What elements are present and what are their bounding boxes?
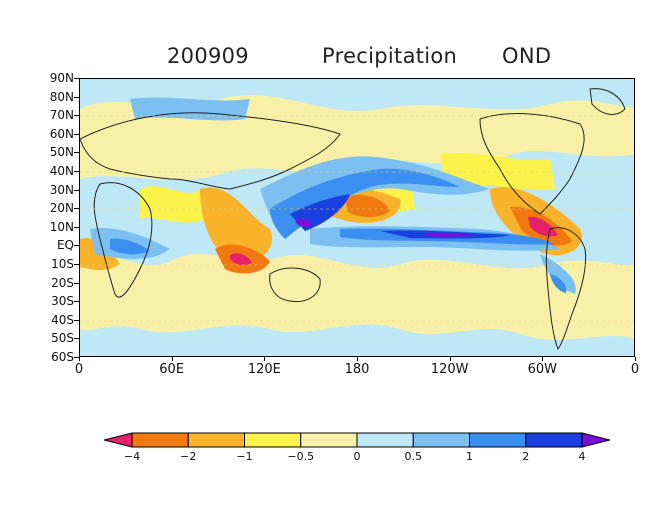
region-neg-orange bbox=[200, 187, 272, 263]
lat-tick-label: 90N bbox=[49, 71, 74, 85]
title-variable: Precipitation bbox=[322, 44, 458, 68]
negative-anomaly-regions bbox=[80, 95, 634, 340]
colorbar-segment bbox=[469, 432, 527, 448]
lat-tick-mark bbox=[74, 133, 79, 135]
lat-tick-label: 50N bbox=[49, 145, 74, 160]
region-pos-max bbox=[425, 232, 480, 237]
australia-outline bbox=[269, 267, 321, 303]
lat-tick-label: 80N bbox=[49, 89, 74, 104]
colorbar-label: −0.5 bbox=[287, 450, 315, 463]
lat-tick-mark bbox=[74, 245, 79, 247]
colorbar-label: 1 bbox=[466, 450, 473, 463]
colorbar-label: 0 bbox=[353, 450, 361, 463]
colorbar-label: 2 bbox=[522, 450, 530, 463]
lon-tick-mark bbox=[171, 357, 173, 361]
lat-tick-label: 60S bbox=[51, 350, 74, 364]
colorbar-segment bbox=[300, 432, 358, 448]
lon-tick-label: 120E bbox=[247, 362, 281, 377]
lat-tick-label: 20N bbox=[49, 201, 74, 216]
region-neg-yellow bbox=[440, 152, 555, 191]
africa-outline bbox=[93, 182, 153, 298]
lat-tick-mark bbox=[74, 301, 79, 303]
colorbar-segment bbox=[525, 432, 583, 448]
lon-tick-label: 60W bbox=[527, 362, 558, 377]
colorbar-label: 4 bbox=[578, 450, 586, 463]
lat-tick-label: 50S bbox=[51, 331, 74, 346]
coastlines bbox=[80, 88, 626, 350]
lon-tick-mark bbox=[449, 357, 451, 361]
region-pos-light bbox=[260, 156, 490, 229]
lat-tick-mark bbox=[74, 189, 79, 191]
lon-tick-label: 180 bbox=[344, 362, 370, 377]
region-pos-medium bbox=[550, 274, 567, 293]
colorbar bbox=[104, 432, 610, 448]
lat-tick-mark bbox=[74, 171, 79, 172]
lon-tick-mark bbox=[357, 357, 358, 361]
lon-tick-label: 120W bbox=[430, 362, 469, 377]
precipitation-anomaly-map bbox=[79, 78, 635, 357]
colorbar-segment bbox=[104, 432, 133, 448]
colorbar-label: 0.5 bbox=[404, 450, 423, 463]
lat-tick-mark bbox=[74, 264, 79, 265]
lat-tick-mark bbox=[74, 96, 79, 98]
colorbar-label: −4 bbox=[123, 450, 141, 463]
colorbar-segment bbox=[356, 432, 414, 448]
title-season: OND bbox=[502, 44, 552, 68]
lon-tick-mark bbox=[264, 357, 266, 361]
lon-tick-label: 0 bbox=[630, 362, 640, 377]
lat-tick-label: 60N bbox=[49, 126, 74, 141]
lat-tick-label: 30N bbox=[49, 182, 74, 197]
lat-tick-mark bbox=[74, 226, 79, 228]
greenland-outline bbox=[589, 88, 626, 115]
south-america-outline bbox=[545, 227, 587, 350]
lat-tick-label: 40S bbox=[51, 312, 74, 327]
lat-tick-mark bbox=[74, 319, 79, 321]
colorbar-segment bbox=[244, 432, 302, 448]
region-pos-medium bbox=[270, 168, 460, 239]
title-date: 200909 bbox=[167, 44, 249, 68]
lon-tick-mark bbox=[635, 357, 636, 361]
colorbar-segment bbox=[412, 432, 470, 448]
lon-tick-label: 0 bbox=[74, 362, 84, 377]
lat-tick-label: 20S bbox=[51, 275, 74, 290]
latitude-guides bbox=[80, 115, 634, 322]
colorbar-segment bbox=[187, 432, 245, 448]
lat-tick-label: 70N bbox=[49, 108, 74, 123]
lon-tick-mark bbox=[542, 357, 544, 361]
region-pos-light bbox=[540, 254, 576, 294]
region-neg-max bbox=[230, 253, 252, 266]
region-pos-max bbox=[295, 218, 312, 228]
lon-tick-label: 60E bbox=[159, 362, 185, 377]
colorbar-segment bbox=[131, 432, 189, 448]
eurasia-outline bbox=[80, 112, 341, 190]
lat-tick-mark bbox=[74, 115, 79, 117]
lat-tick-label: 10N bbox=[49, 219, 74, 234]
lat-tick-label: 40N bbox=[49, 164, 74, 178]
region-neg-max bbox=[528, 216, 558, 237]
colorbar-label: −2 bbox=[180, 450, 197, 463]
lat-tick-mark bbox=[74, 282, 79, 284]
north-america-outline bbox=[479, 113, 585, 215]
lat-tick-label: 30S bbox=[51, 294, 74, 309]
region-neg-pale bbox=[200, 294, 320, 324]
colorbar-segment bbox=[581, 432, 610, 448]
lon-tick-mark bbox=[79, 357, 80, 361]
lat-tick-mark bbox=[74, 338, 79, 340]
lat-tick-mark bbox=[74, 208, 79, 210]
region-pos-medium bbox=[110, 238, 150, 255]
region-neg-yellow bbox=[140, 186, 205, 223]
colorbar-label: −1 bbox=[236, 450, 253, 463]
lat-tick-mark bbox=[74, 357, 79, 358]
lat-tick-mark bbox=[74, 78, 79, 79]
lat-tick-mark bbox=[74, 152, 79, 154]
region-neg-strong bbox=[345, 194, 390, 218]
lat-tick-label: EQ bbox=[56, 238, 74, 253]
lat-tick-label: 10S bbox=[51, 257, 74, 271]
map-canvas bbox=[80, 88, 634, 350]
